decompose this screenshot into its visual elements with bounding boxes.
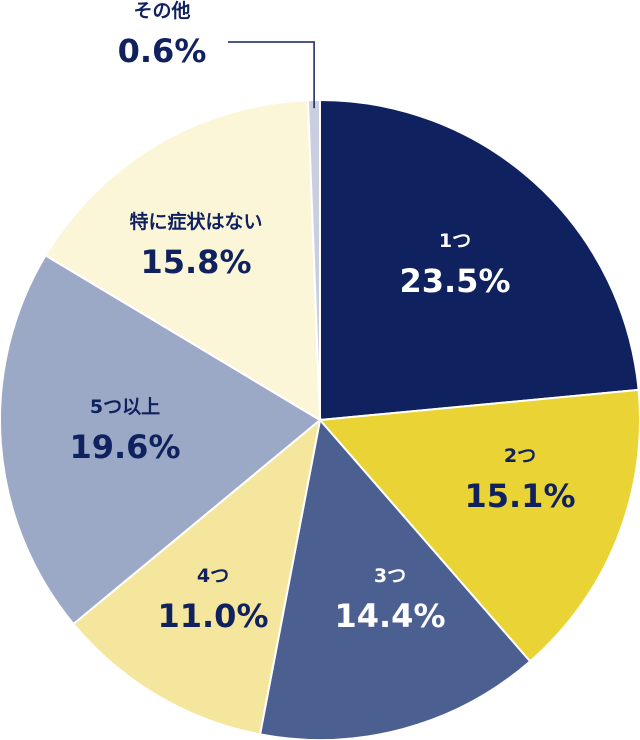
slice-label-5-plus: 5つ以上 [90,396,160,418]
slice-value-5-plus: 19.6% [69,428,180,466]
slice-label-1: 1つ [439,230,471,252]
slice-label-2: 2つ [504,445,536,467]
slice-value-3: 14.4% [334,597,445,635]
slice-label-4: 4つ [197,565,229,587]
slice-value-4: 11.0% [157,597,268,635]
pie-slice-4 [72,417,322,736]
slice-value-no-symptoms: 15.8% [140,243,251,281]
slice-value-1: 23.5% [399,262,510,300]
leader-line-other [228,41,315,109]
pie-slice-1 [319,98,640,422]
pie-slice-3 [258,417,532,740]
slice-label-3: 3つ [374,565,406,587]
slice-label-other: その他 [133,0,190,22]
pie-slice-5-plus [0,254,322,626]
pie-slice-no-symptoms [44,99,322,422]
slice-value-other: 0.6% [118,32,207,70]
slice-label-no-symptoms: 特に症状はない [129,210,262,233]
slice-value-2: 15.1% [464,477,575,515]
